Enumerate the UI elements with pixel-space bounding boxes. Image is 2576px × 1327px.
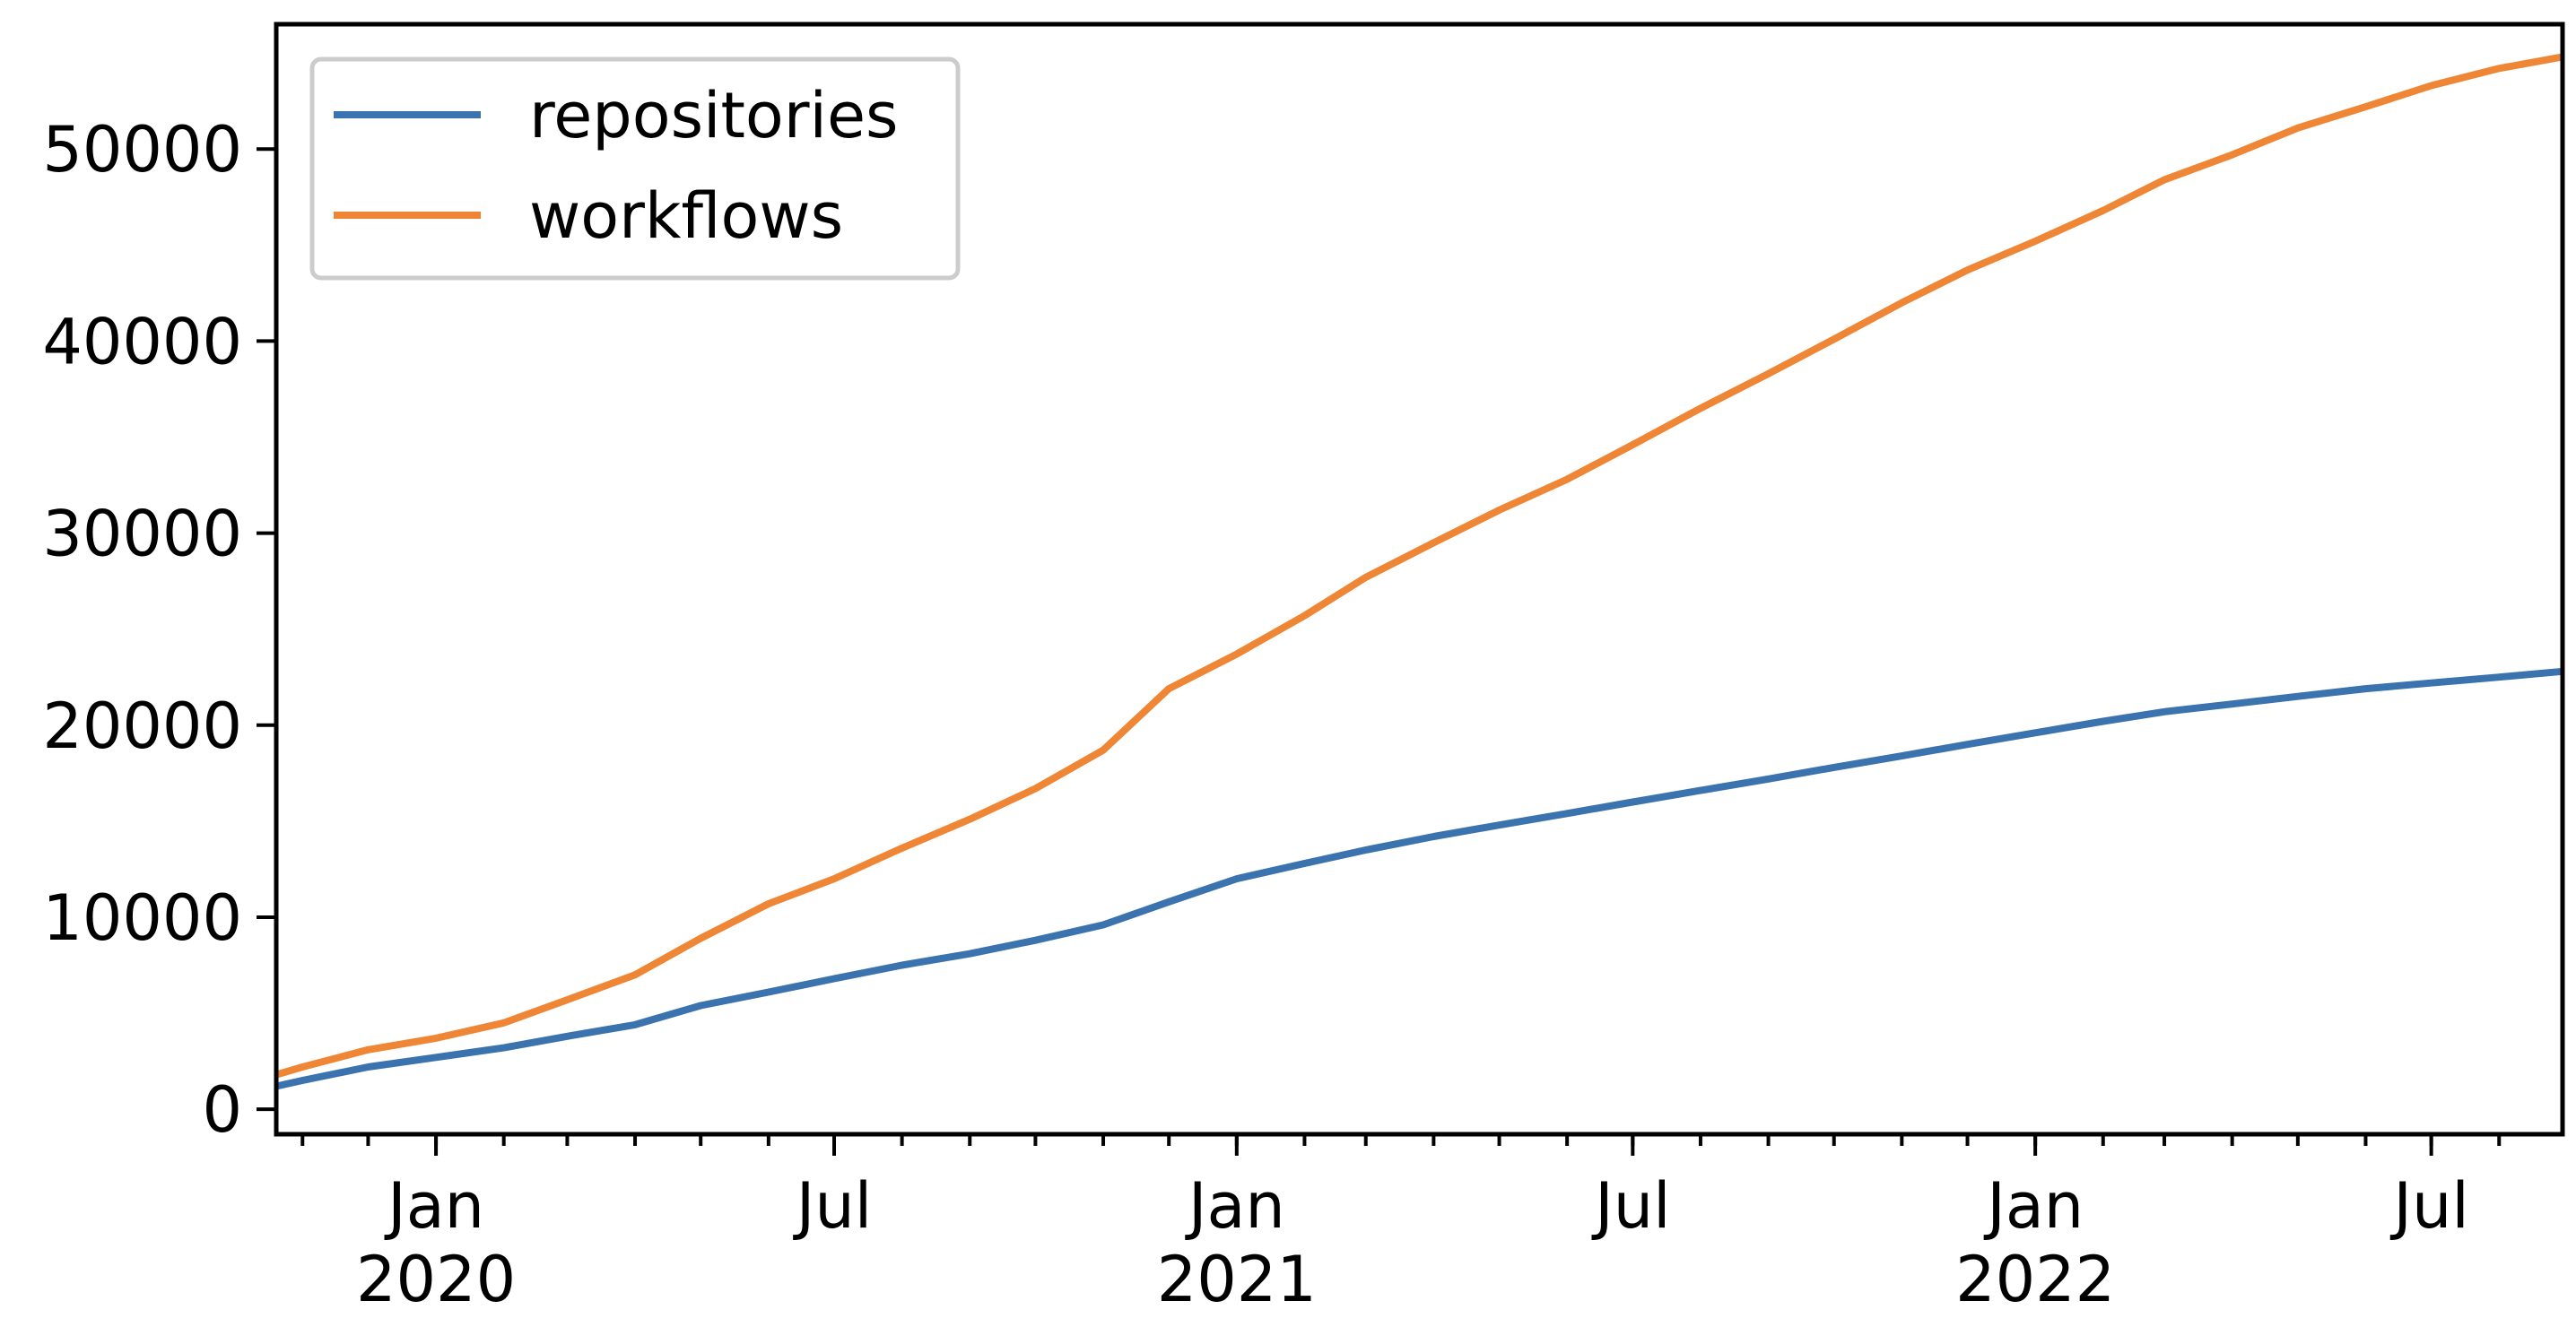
y-tick-label: 0 (202, 1073, 242, 1147)
y-tick-label: 40000 (42, 305, 242, 378)
legend: repositories workflows (309, 56, 961, 281)
y-tick-label: 50000 (42, 113, 242, 186)
y-tick-label: 10000 (42, 881, 242, 955)
x-tick-label-line: Jul (2389, 1169, 2468, 1243)
series-line-repositories (275, 667, 2563, 1090)
x-tick-label-line: 2021 (1157, 1243, 1317, 1316)
legend-label-workflows: workflows (529, 179, 843, 253)
x-tick-label-line: Jul (793, 1169, 872, 1243)
y-tick-label: 20000 (42, 690, 242, 763)
y-axis: 0 10000 20000 30000 40000 50000 (42, 113, 276, 1147)
x-tick-label: Jan 2021 (1157, 1169, 1317, 1316)
x-tick-label: Jul (793, 1169, 872, 1243)
x-tick-label: Jul (1591, 1169, 1670, 1243)
x-tick-label: Jul (2389, 1169, 2468, 1243)
x-tick-label-line: Jul (1591, 1169, 1670, 1243)
series-layer (274, 53, 2563, 1090)
x-tick-label: Jan 2020 (356, 1169, 516, 1316)
series-line-workflows (274, 53, 2563, 1079)
plot-frame (274, 22, 2565, 1137)
x-tick-label-line: 2022 (1955, 1243, 2115, 1316)
y-tick-label: 30000 (42, 498, 242, 571)
x-tick-label-line: 2020 (356, 1243, 516, 1316)
legend-label-repositories: repositories (529, 79, 899, 152)
x-tick-label: Jan 2022 (1955, 1169, 2115, 1316)
x-tick-label-line: Jan (1983, 1169, 2084, 1243)
x-tick-label-line: Jan (1185, 1169, 1285, 1243)
x-tick-label-line: Jan (384, 1169, 484, 1243)
